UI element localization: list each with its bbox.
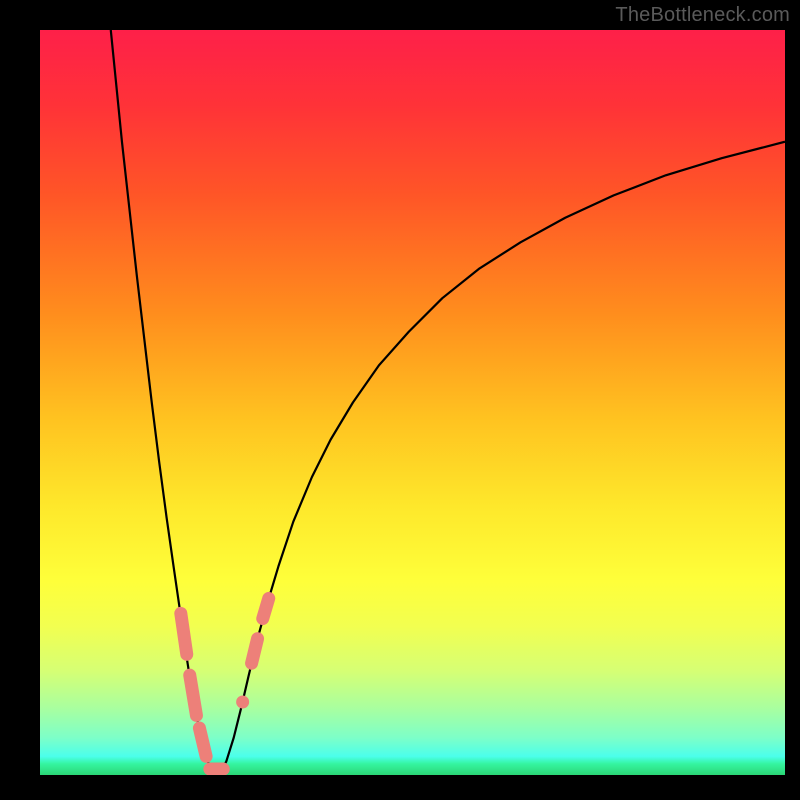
highlight-marker: [252, 639, 258, 664]
highlight-marker: [263, 598, 269, 618]
highlight-marker: [199, 728, 206, 756]
watermark-text: TheBottleneck.com: [615, 4, 790, 27]
highlight-marker: [181, 613, 187, 654]
highlight-marker: [190, 675, 197, 715]
highlight-marker: [236, 695, 249, 708]
bottleneck-chart: [0, 0, 800, 800]
chart-container: TheBottleneck.com: [0, 0, 800, 800]
